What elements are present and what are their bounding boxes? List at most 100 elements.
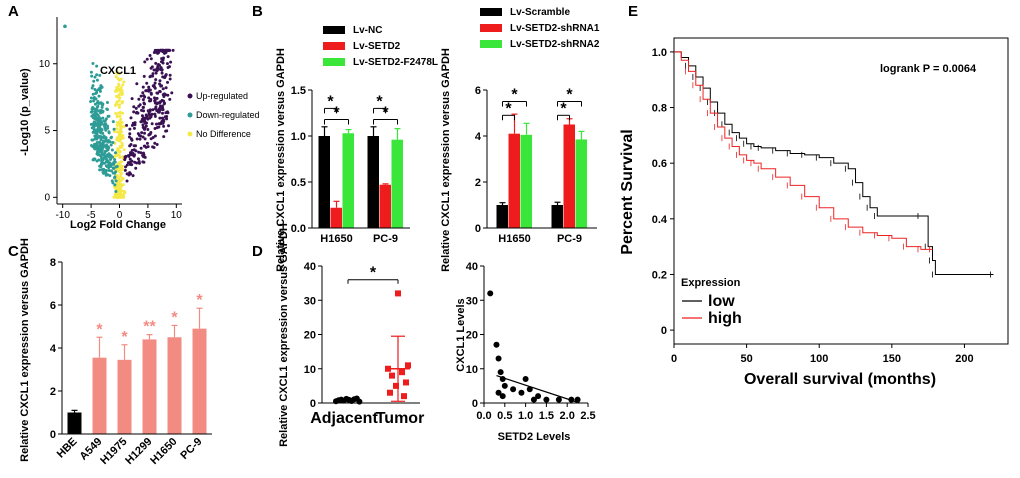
legend-title: Expression: [681, 277, 741, 289]
volcano-point: [118, 178, 122, 182]
volcano-point: [122, 124, 126, 128]
volcano-point: [163, 115, 167, 119]
volcano-point: [114, 75, 118, 79]
volcano-point: [93, 146, 97, 150]
volcano-point: [105, 143, 109, 147]
volcano-point: [93, 87, 97, 91]
volcano-point: [100, 105, 104, 109]
volcano-point: [114, 151, 118, 155]
legend-label: Lv-Scramble: [510, 7, 570, 18]
volcano-point: [126, 161, 130, 165]
volcano-point: [142, 151, 146, 155]
survival-curve-low: [674, 51, 994, 275]
volcano-point: [141, 85, 145, 89]
volcano-point: [97, 94, 101, 98]
volcano-point: [141, 160, 145, 164]
volcano-point: [91, 61, 95, 65]
volcano-point: [102, 156, 106, 160]
volcano-point: [106, 148, 110, 152]
volcano-point: [132, 126, 136, 130]
volcano-point: [119, 175, 123, 179]
volcano-point: [145, 81, 149, 85]
legend-swatch: [480, 40, 502, 48]
volcano-point: [165, 62, 169, 66]
category-label: Tumor: [376, 410, 425, 427]
volcano-point: [99, 101, 103, 105]
volcano-point: [125, 172, 129, 176]
volcano-point: [106, 126, 110, 130]
volcano-point: [153, 141, 157, 145]
volcano-point: [135, 110, 139, 114]
volcano-point: [144, 145, 148, 149]
volcano-point: [166, 48, 170, 52]
volcano-point: [91, 126, 95, 130]
volcano-point: [107, 130, 111, 134]
volcano-point: [166, 93, 170, 97]
volcano-point: [154, 50, 158, 54]
volcano-point: [123, 168, 127, 172]
volcano-point: [117, 72, 121, 76]
bar: [330, 207, 342, 228]
sig-star: *: [566, 87, 573, 104]
volcano-point: [111, 140, 115, 144]
volcano-point: [125, 123, 129, 127]
volcano-point: [141, 91, 145, 95]
volcano-point: [145, 116, 149, 120]
volcano-point: [158, 90, 162, 94]
volcano-point: [107, 114, 111, 118]
volcano-point: [141, 135, 145, 139]
volcano-point: [157, 50, 161, 54]
sig-star: *: [382, 104, 389, 121]
sig-star: *: [560, 100, 567, 117]
volcano-point: [99, 131, 103, 135]
volcano-point: [157, 125, 161, 129]
y-axis-label: Percent Survival: [619, 129, 636, 254]
volcano-point: [98, 164, 102, 168]
volcano-point: [142, 155, 146, 159]
volcano-point: [119, 117, 123, 121]
volcano-point: [160, 71, 164, 75]
y-tick-label: 10: [39, 59, 51, 70]
volcano-point: [162, 124, 166, 128]
volcano-point: [115, 115, 119, 119]
volcano-point: [95, 105, 99, 109]
volcano-point: [95, 137, 99, 141]
volcano-point: [117, 188, 121, 192]
volcano-point: [96, 88, 100, 92]
volcano-point: [149, 115, 153, 119]
volcano-point: [119, 183, 123, 187]
bar: [92, 357, 107, 434]
volcano-point: [116, 136, 120, 140]
plot-frame: [673, 37, 1009, 345]
volcano-point: [149, 91, 153, 95]
volcano-point: [111, 120, 115, 124]
panel-label: A: [8, 3, 19, 20]
x-tick-label: -10: [55, 210, 70, 221]
bar: [192, 328, 207, 434]
volcano-point: [99, 84, 103, 88]
bar: [67, 412, 82, 434]
volcano-point: [153, 126, 157, 130]
volcano-point: [141, 105, 145, 109]
legend-swatch: [480, 8, 502, 16]
volcano-point: [114, 189, 118, 193]
volcano-point: [155, 66, 159, 70]
volcano-point: [134, 106, 138, 110]
volcano-point: [141, 123, 145, 127]
volcano-point: [97, 158, 101, 162]
sig-star: *: [505, 100, 512, 117]
volcano-point: [116, 181, 120, 185]
volcano-point: [147, 85, 151, 89]
y-tick-label: 0: [50, 429, 56, 441]
x-tick-label: 10: [171, 210, 183, 221]
volcano-point: [109, 143, 113, 147]
volcano-point: [130, 163, 134, 167]
volcano-point: [92, 79, 96, 83]
volcano-point: [89, 100, 93, 104]
volcano-point: [130, 123, 134, 127]
volcano-point: [101, 140, 105, 144]
volcano-point: [134, 144, 138, 148]
y-tick-label: 6: [475, 85, 481, 97]
volcano-point: [119, 185, 123, 189]
volcano-point: [132, 110, 136, 114]
